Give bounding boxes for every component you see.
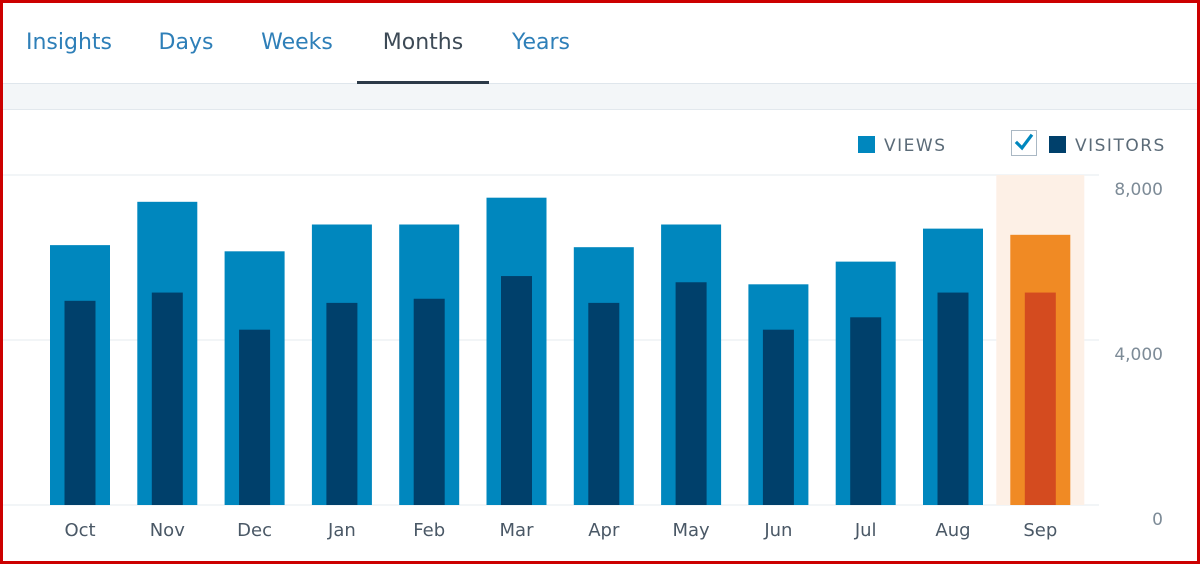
x-tick-label: Aug xyxy=(935,520,970,541)
bar-visitors-nov xyxy=(151,292,183,505)
legend-views: VIEWS xyxy=(858,131,946,161)
bar-visitors-sep xyxy=(1024,292,1056,505)
x-tick-label: Dec xyxy=(237,520,272,541)
bar-visitors-aug xyxy=(937,292,969,505)
tab-insights[interactable]: Insights xyxy=(25,30,112,55)
legend-views-swatch xyxy=(858,136,875,153)
bar-visitors-may xyxy=(675,282,707,505)
x-tick-label: Jun xyxy=(763,520,792,541)
x-tick-label: Jul xyxy=(854,520,877,541)
bar-visitors-feb xyxy=(413,298,445,505)
y-tick-label: 4,000 xyxy=(1114,345,1163,365)
period-tabs: Insights Days Weeks Months Years xyxy=(3,3,1197,84)
monthly-bar-chart: Oct Nov Dec Jan Feb Mar Apr May Jun Jul Aug Sep 8,00… xyxy=(3,174,1163,541)
tab-days[interactable]: Days xyxy=(158,30,214,55)
bar-visitors-apr xyxy=(588,302,620,505)
check-icon xyxy=(1014,133,1034,151)
legend-visitors-swatch xyxy=(1049,136,1066,153)
bar-visitors-dec xyxy=(239,329,271,505)
bar-visitors-jul xyxy=(850,317,882,505)
tab-strip xyxy=(3,84,1197,110)
bar-visitors-mar xyxy=(501,276,532,505)
x-tick-label: Oct xyxy=(64,520,95,541)
x-tick-label: Feb xyxy=(413,520,445,541)
x-tick-label: May xyxy=(672,520,710,541)
legend-visitors-label: VISITORS xyxy=(1075,136,1166,156)
legend-views-label: VIEWS xyxy=(884,136,947,156)
bar-visitors-oct xyxy=(64,300,96,505)
legend-visitors: VISITORS xyxy=(1049,131,1166,161)
x-tick-label: Sep xyxy=(1023,520,1057,541)
tab-weeks[interactable]: Weeks xyxy=(261,30,333,55)
x-tick-label: Jan xyxy=(327,520,356,541)
tab-months[interactable]: Months xyxy=(357,3,489,84)
x-tick-label: Mar xyxy=(500,520,535,541)
bar-visitors-jan xyxy=(326,302,358,505)
x-tick-label: Apr xyxy=(588,520,620,541)
visitors-checkbox[interactable] xyxy=(1011,130,1037,156)
y-tick-label: 0 xyxy=(1152,510,1163,530)
tab-years[interactable]: Years xyxy=(511,30,571,55)
bar-visitors-jun xyxy=(762,329,794,505)
y-tick-label: 8,000 xyxy=(1114,180,1163,200)
x-tick-label: Nov xyxy=(150,520,185,541)
